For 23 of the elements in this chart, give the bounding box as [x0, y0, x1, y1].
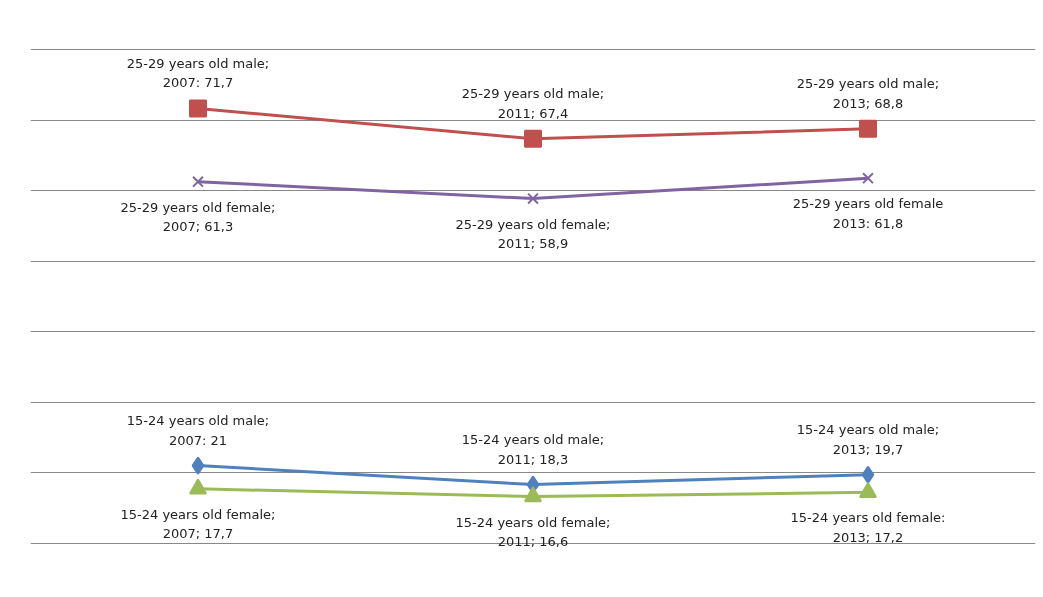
data-label: 15-24 years old male; 2011; 18,3: [461, 432, 605, 467]
point: [861, 465, 875, 484]
point: [527, 192, 539, 205]
data-label: 25-29 years old male; 2007: 71,7: [126, 55, 270, 91]
point: [524, 486, 542, 503]
data-label: 25-29 years old female; 2011; 58,9: [455, 216, 611, 252]
point: [189, 99, 207, 118]
point: [189, 478, 207, 495]
data-label: 15-24 years old female: 2013; 17,2: [790, 510, 946, 545]
data-label: 25-29 years old male; 2011; 67,4: [461, 86, 605, 121]
point: [859, 119, 877, 138]
data-label: 15-24 years old male; 2007: 21: [126, 413, 270, 448]
data-label: 15-24 years old male; 2013; 19,7: [796, 422, 940, 457]
point: [192, 175, 204, 188]
point: [862, 172, 874, 185]
point: [191, 456, 205, 475]
data-label: 25-29 years old male; 2013; 68,8: [796, 76, 940, 111]
data-label: 15-24 years old female; 2011; 16,6: [455, 514, 611, 550]
data-label: 25-29 years old female; 2007; 61,3: [120, 199, 276, 235]
data-label: 25-29 years old female 2013: 61,8: [792, 196, 944, 231]
point: [859, 482, 877, 498]
data-label: 15-24 years old female; 2007; 17,7: [120, 506, 276, 542]
point: [524, 129, 542, 148]
